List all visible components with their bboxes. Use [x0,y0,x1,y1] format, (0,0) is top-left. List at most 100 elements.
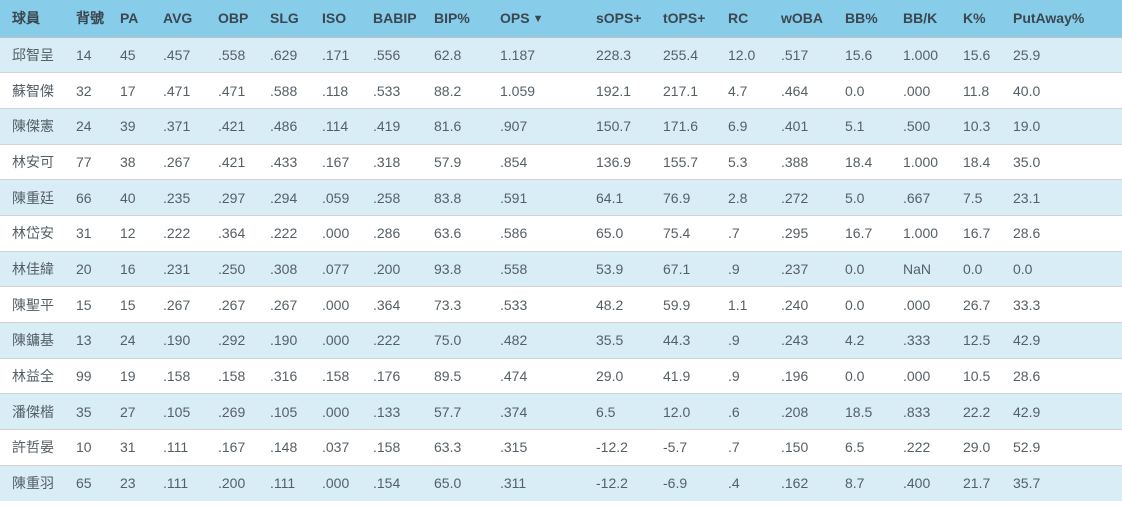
stat-cell: 52.9 [1013,429,1122,466]
stat-cell: .114 [322,108,373,145]
column-header[interactable]: BIP% [434,0,500,38]
stat-cell: .533 [373,72,434,109]
column-header[interactable]: BB% [845,0,903,38]
stat-cell: 18.5 [845,393,903,431]
stat-cell: .6 [728,393,781,431]
table-row: 陳聖平 15 15.267.267.267.000.364 73.3.533 48.2 5… [0,286,1122,323]
column-header[interactable]: OPS ▼ [500,0,596,38]
column-header-label: 球員 [12,10,40,27]
stat-cell: .364 [218,215,270,252]
column-header[interactable]: PA [120,0,163,38]
stat-cell: .133 [373,393,434,431]
stat-cell: .482 [500,322,596,359]
stat-cell: .000 [903,72,963,109]
stat-cell: .364 [373,286,434,323]
column-header[interactable]: K% [963,0,1013,38]
stat-cell: .222 [163,215,218,252]
column-header-label: PutAway% [1013,10,1085,27]
column-header[interactable]: BABIP [373,0,434,38]
stat-cell: .000 [322,393,373,431]
stat-cell: .111 [163,475,189,492]
column-header[interactable]: tOPS+ [663,0,728,38]
column-header-label: BABIP [373,10,417,27]
stat-cell: .486 [270,108,322,145]
stat-cell: 217.1 [663,72,728,109]
stat-cell: 228.3 [596,37,663,74]
stat-cell: .222 [903,429,963,466]
stat-cell: 59.9 [663,286,728,323]
stat-cell: 12.5 [963,322,1013,359]
stat-cell: 5.1 [845,108,903,145]
stat-cell: .111 [270,475,296,492]
stat-cell: .000 [903,358,963,395]
table-row: 陳重羽 65 23 .111 .200 .111 .000 .154 65.0 .311 -12.2… [0,465,1122,501]
stat-cell: 88.2 [434,72,500,109]
table-row: 陳重廷 66 40.235.297.294.059.258 83.8.591 64.1 7… [0,179,1122,216]
stat-cell: .471 [163,72,218,109]
stat-cell: 89.5 [434,358,500,395]
stat-cell: 1.1 [728,286,781,323]
column-header[interactable]: wOBA [781,0,845,38]
column-header[interactable]: OBP [218,0,270,38]
stat-cell: 28.6 [1013,358,1122,395]
column-header[interactable]: 背號 [76,0,120,38]
stat-cell: 57.7 [434,393,500,431]
stat-cell: .272 [781,179,845,216]
stat-cell: .9 [728,358,781,395]
player-name-cell: 陳聖平 [0,286,76,323]
column-header[interactable]: 球員 [0,0,76,38]
column-header[interactable]: PutAway% [1013,0,1122,38]
column-header[interactable]: AVG [163,0,218,38]
stat-cell: 155.7 [663,144,728,181]
stat-cell: .400 [903,475,931,492]
stat-cell: .237 [781,251,845,288]
stat-cell: 18.4 [963,144,1013,181]
stat-cell: 28.6 [1013,215,1122,252]
stat-cell: 0.0 [845,251,903,288]
stat-cell: 25.9 [1013,37,1122,74]
column-header-label: sOPS+ [596,10,642,27]
column-header-label: OPS [500,10,530,27]
player-name-cell: 陳重羽 [12,475,54,492]
stat-cell: 8.7 [845,475,865,492]
column-header-label: K% [963,10,986,27]
stat-cell: .158 [373,429,434,466]
stat-cell: 10 [76,429,120,466]
stat-cell: .158 [322,358,373,395]
column-header-label: BB/K [903,10,938,27]
stat-cell: 11.8 [963,72,1013,109]
stat-cell: 171.6 [663,108,728,145]
column-header[interactable]: BB/K [903,0,963,38]
stat-cell: .162 [781,475,809,492]
stat-cell: .190 [163,322,218,359]
stat-cell: .190 [270,322,322,359]
stat-cell: 66 [76,179,120,216]
stat-cell: 53.9 [596,251,663,288]
stat-cell: .286 [373,215,434,252]
stat-cell: 15 [76,286,120,323]
stat-cell: 29.0 [963,429,1013,466]
stat-cell: 65.0 [434,475,462,492]
stat-cell: 14 [76,37,120,74]
stat-cell: .533 [500,286,596,323]
stat-cell: 83.8 [434,179,500,216]
stat-cell: 24 [76,108,120,145]
stat-cell: 16 [120,251,163,288]
column-header-label: BIP% [434,10,470,27]
column-header-label: SLG [270,10,299,27]
stat-cell: .000 [322,475,350,492]
stat-cell: 255.4 [663,37,728,74]
stat-cell: .105 [270,393,322,431]
column-header[interactable]: sOPS+ [596,0,663,38]
stat-cell: 10.3 [963,108,1013,145]
header-row: 球員 背號 PA AVG OBP SLG ISO BABIP BIP% OPS ▼ sOPS+ tOPS… [0,0,1122,38]
column-header[interactable]: ISO [322,0,373,38]
stat-cell: 57.9 [434,144,500,181]
stat-cell: 1.000 [903,37,963,74]
table-row: 林岱安 31 12.222.364.222.000.286 63.6.586 65.0 7… [0,215,1122,252]
column-header-label: AVG [163,10,193,27]
stat-cell: .150 [781,429,845,466]
column-header[interactable]: RC [728,0,781,38]
stat-cell: 39 [120,108,163,145]
column-header[interactable]: SLG [270,0,322,38]
